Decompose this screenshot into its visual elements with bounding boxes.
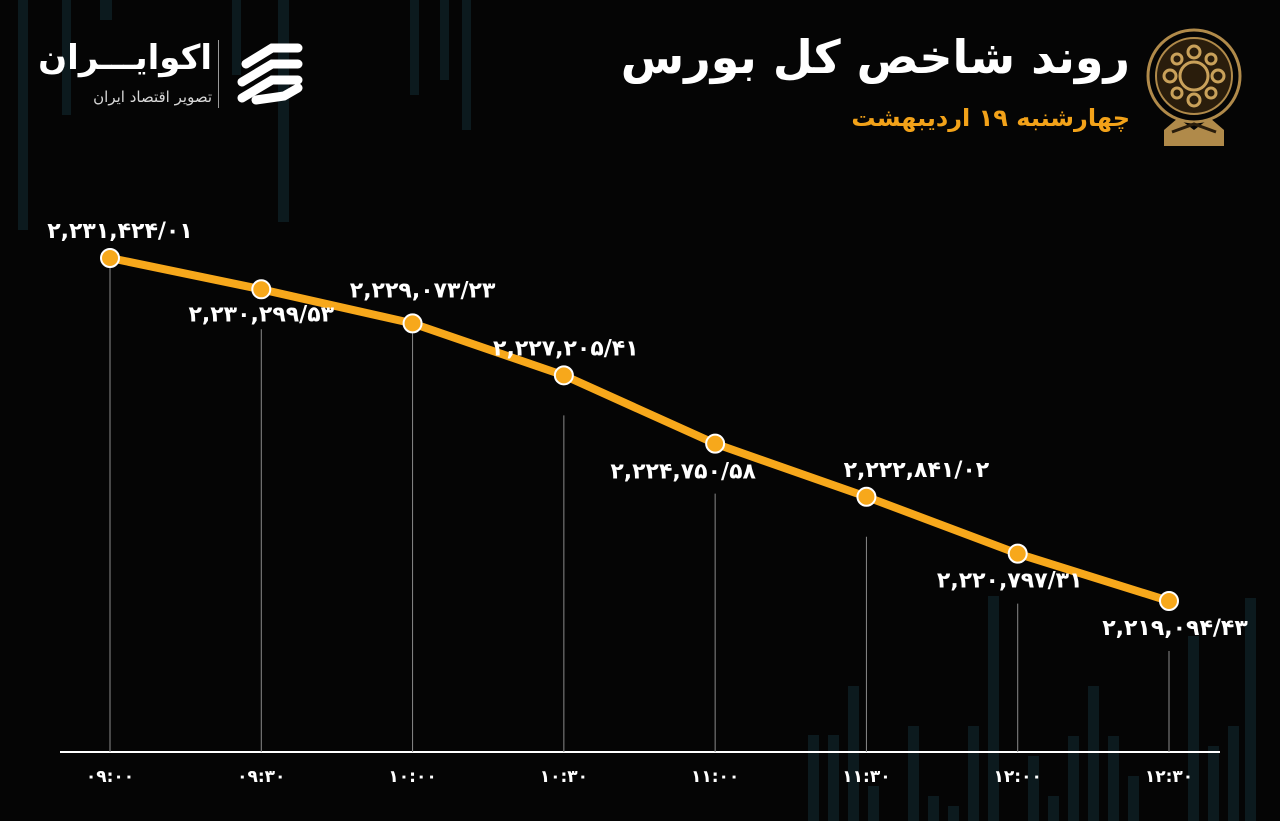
series-line	[106, 254, 1173, 605]
data-point	[1007, 543, 1028, 564]
x-tick-label: ۱۰:۰۰	[388, 767, 436, 787]
data-point	[100, 248, 120, 268]
x-tick-label: ۱۲:۰۰	[994, 767, 1042, 787]
brand: اکوایـــران تصویر اقتصاد ایران	[38, 34, 310, 114]
x-tick-label: ۰۹:۰۰	[86, 767, 134, 787]
brand-tagline: تصویر اقتصاد ایران	[93, 88, 212, 106]
data-label: ۲,۲۲۲,۸۴۱/۰۲	[844, 458, 990, 483]
data-label: ۲,۲۱۹,۰۹۴/۴۳	[1102, 616, 1248, 641]
data-point	[856, 486, 877, 507]
x-tick-label: ۱۱:۳۰	[842, 767, 890, 787]
brand-name: اکوایـــران	[38, 38, 212, 78]
data-label: ۲,۲۲۰,۷۹۷/۳۱	[937, 569, 1083, 594]
data-label: ۲,۲۳۰,۲۹۹/۵۳	[188, 302, 334, 327]
data-point	[402, 313, 423, 334]
stock-exchange-seal-icon	[1146, 28, 1242, 146]
brand-divider	[218, 40, 219, 108]
data-point	[553, 365, 574, 386]
data-point	[1159, 591, 1179, 611]
data-label: ۲,۲۲۹,۰۷۳/۲۳	[350, 278, 496, 303]
x-tick-label: ۱۱:۰۰	[691, 767, 739, 787]
x-tick-label: ۱۲:۳۰	[1145, 767, 1193, 787]
data-label: ۲,۲۲۴,۷۵۰/۵۸	[610, 460, 756, 485]
data-label: ۲,۲۲۷,۲۰۵/۴۱	[493, 336, 639, 361]
chart-subtitle: چهارشنبه ۱۹ اردیبهشت	[851, 104, 1130, 132]
data-point	[251, 279, 272, 300]
data-point	[705, 433, 726, 454]
data-label: ۲,۲۳۱,۴۲۴/۰۱	[47, 219, 193, 244]
x-tick-label: ۰۹:۳۰	[237, 767, 285, 787]
x-tick-label: ۱۰:۳۰	[540, 767, 588, 787]
chart-title: روند شاخص کل بورس	[620, 30, 1130, 84]
ecoiran-logo-icon	[237, 43, 303, 105]
